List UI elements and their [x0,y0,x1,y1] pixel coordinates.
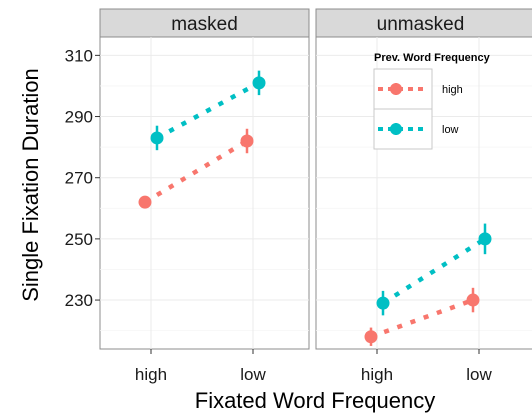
data-point-high [364,330,378,344]
legend-key-point [390,123,402,135]
panel-masked: masked [99,8,310,350]
legend-title: Prev. Word Frequency [374,52,491,64]
strip-masked-bg [99,8,310,38]
x-tick-label: high [361,365,393,384]
strip-masked-label: masked [171,14,238,35]
x-tick-label: low [466,365,492,384]
panel-masked-marks [138,70,266,209]
legend-keys [378,83,428,135]
x-tick-label: high [135,365,167,384]
x-axis-title: Fixated Word Frequency [195,388,435,413]
y-tick-label: 230 [65,291,93,310]
legend: Prev. Word Frequency high low [373,52,491,150]
y-axis-title: Single Fixation Duration [18,68,43,302]
panel-unmasked-marks [364,223,492,346]
panel-unmasked-grid [316,37,532,349]
strip-unmasked-label: unmasked [377,14,465,35]
y-tick-label: 310 [65,46,93,65]
strip-unmasked-bg [315,8,532,38]
series-line-low [381,236,487,306]
y-tick-label: 290 [65,108,93,127]
y-axis: 230 250 270 290 310 [65,46,100,310]
panel-masked-grid [100,37,309,349]
x-axis: high low high low [135,349,492,384]
legend-label-low: low [442,124,459,136]
x-tick-label: low [240,365,266,384]
legend-label-high: high [442,84,463,96]
data-point-low [252,76,266,90]
series-line-high [370,297,474,339]
y-tick-label: 270 [65,169,93,188]
data-point-high [138,195,152,209]
series-line-low [155,80,261,140]
legend-key-point [390,83,402,95]
y-tick-label: 250 [65,230,93,249]
panel-masked-bg [99,36,310,350]
data-point-high [466,293,480,307]
series-line-high [143,139,249,205]
data-point-high [240,134,254,148]
data-point-low [478,232,492,246]
data-point-low [150,131,164,145]
data-point-low [376,296,390,310]
